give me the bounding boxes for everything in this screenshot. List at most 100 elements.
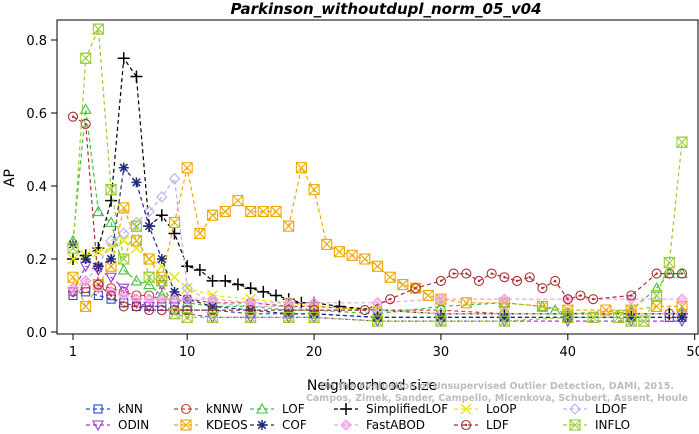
legend-marker-ldof [569, 403, 581, 415]
legend-item-kdeos: KDEOS [174, 418, 248, 432]
data-point-fastabod [67, 282, 79, 294]
credit-watermark: On the Evaluation of Unsupervised Outlie… [306, 381, 688, 404]
data-point-kdeos [194, 227, 206, 239]
data-point-inflo [307, 311, 321, 323]
legend-item-simplifiedlof: SimplifiedLOF [334, 402, 448, 416]
data-point-simplifiedlof [168, 227, 181, 240]
data-point-cof [156, 254, 167, 264]
data-point-cof [372, 312, 383, 323]
legend-item-cof: COF [250, 418, 307, 432]
data-point-kdeos [80, 300, 92, 313]
series-line-kdeos [72, 166, 682, 311]
data-point-ldf [512, 275, 523, 286]
data-point-inflo [244, 311, 257, 323]
legend-label-ldof: LDOF [595, 402, 627, 416]
data-point-ldf [410, 283, 421, 294]
data-point-simplifiedlof [270, 289, 282, 302]
data-point-kdeos [333, 246, 345, 258]
legend-label-loop: LoOP [486, 402, 517, 416]
legend-item-fastabod: FastABOD [334, 418, 425, 432]
plot-frame [56, 19, 699, 335]
data-point-fastabod [181, 293, 193, 305]
data-point-fastabod [282, 297, 295, 309]
data-point-simplifiedlof [231, 278, 244, 291]
data-point-cof [207, 301, 218, 312]
data-point-simplifiedlof [155, 209, 168, 222]
legend-item-odin: ODIN [86, 418, 149, 432]
data-point-kdeos [207, 209, 219, 221]
legend-marker-loop [460, 403, 472, 415]
data-point-simplifiedlof [181, 260, 194, 273]
data-point-lof [92, 205, 105, 217]
series-line-lof [72, 109, 682, 315]
data-point-inflo [206, 311, 219, 323]
data-point-cof [309, 308, 320, 319]
data-point-kdeos [245, 206, 257, 218]
data-point-ldf [524, 272, 535, 283]
x-tick-label: 20 [306, 345, 323, 360]
data-point-simplifiedlof [206, 274, 219, 287]
data-point-simplifiedlof [193, 263, 206, 276]
data-point-ldf [93, 279, 104, 290]
data-point-knn [81, 287, 91, 297]
data-point-kdeos [536, 300, 548, 313]
legend-label-simplifiedlof: SimplifiedLOF [366, 402, 448, 416]
data-point-inflo [612, 311, 625, 323]
legend-marker-simplifiedlof [340, 403, 352, 415]
legend: kNN kNNW LOF SimplifiedLOF LoOP LDOF ODIN KDEOS… [86, 402, 630, 432]
data-point-ldf [283, 305, 294, 316]
data-point-inflo [371, 315, 384, 327]
legend-item-ldf: LDF [454, 418, 509, 432]
data-point-fastabod [676, 293, 688, 305]
data-point-inflo [92, 23, 105, 35]
data-point-kdeos [232, 195, 244, 207]
data-point-ldf [435, 275, 446, 286]
data-point-ldof [143, 205, 155, 218]
x-tick-label: 10 [179, 345, 196, 360]
x-axis-title: Neighborhood size [307, 378, 437, 394]
data-point-cof [677, 312, 687, 323]
data-point-inflo [117, 253, 131, 265]
data-point-lof [105, 216, 117, 228]
series-line-inflo [72, 28, 683, 322]
data-point-fastabod [308, 297, 320, 309]
data-point-simplifiedlof [244, 282, 257, 295]
y-tick-label: 0.0 [26, 326, 47, 341]
series-line-cof [72, 166, 682, 318]
data-point-lof [117, 263, 130, 275]
data-point-simplifiedlof [219, 274, 232, 287]
data-point-ldf [131, 301, 142, 312]
x-tick-label: 1 [69, 345, 77, 360]
data-point-kdeos [181, 162, 193, 174]
data-point-inflo [180, 311, 194, 323]
x-tick-label: 30 [433, 345, 450, 360]
legend-marker-odin [92, 420, 104, 432]
data-point-ldf [461, 268, 472, 279]
data-point-kdeos [346, 249, 358, 261]
series-ldf [67, 111, 688, 316]
data-point-loop [92, 246, 104, 258]
data-point-fastabod [244, 297, 257, 309]
data-point-inflo [155, 275, 169, 287]
legend-item-ldof: LDOF [563, 402, 627, 416]
data-point-inflo [637, 315, 651, 327]
series-inflo [66, 23, 689, 327]
data-point-fastabod [168, 293, 181, 305]
legend-marker-fastabod [340, 419, 352, 431]
data-point-inflo [624, 315, 638, 327]
data-point-kdeos [321, 238, 333, 250]
data-point-lof [536, 300, 549, 312]
data-point-fastabod [206, 293, 219, 305]
data-point-kdeos [295, 162, 307, 174]
data-point-kdeos [270, 206, 282, 218]
data-point-ldf [156, 305, 167, 316]
data-point-inflo [130, 220, 143, 232]
data-point-ldf [385, 294, 396, 305]
data-point-fastabod [435, 293, 447, 305]
data-point-ldf [207, 305, 218, 316]
legend-label-knnw: kNNW [206, 402, 243, 416]
legend-marker-ldf [460, 419, 472, 431]
data-point-ldf [651, 268, 662, 279]
data-point-kdeos [422, 289, 434, 302]
data-point-ldf [80, 118, 91, 129]
